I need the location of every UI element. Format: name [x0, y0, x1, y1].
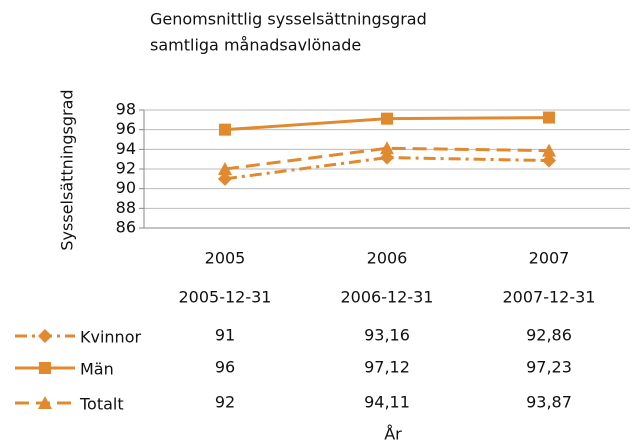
y-tick-label: 90	[116, 178, 136, 197]
y-tick-label: 86	[116, 218, 136, 237]
x-tick-label: 2007	[529, 249, 570, 268]
series-line	[224, 146, 550, 171]
legend-label: Män	[80, 360, 114, 379]
legend-marker	[39, 362, 51, 374]
marker	[219, 123, 231, 136]
table-value: 94,11	[364, 393, 410, 412]
marker	[542, 143, 556, 157]
y-tick-label: 94	[116, 139, 136, 158]
marker	[381, 112, 393, 125]
table-value: 96	[215, 358, 235, 377]
marker	[543, 111, 555, 124]
y-axis-label: Sysselsättningsgrad	[58, 89, 77, 250]
marker	[218, 171, 232, 186]
table-header: 2005-12-31	[179, 288, 272, 307]
table-value: 93,16	[364, 326, 410, 345]
table-value: 97,23	[526, 358, 572, 377]
series-line	[224, 156, 550, 181]
table-value: 97,12	[364, 358, 410, 377]
x-tick-label: 2006	[367, 249, 408, 268]
y-tick-label: 92	[116, 159, 136, 178]
x-tick-label: 2005	[205, 249, 246, 268]
legend-label: Totalt	[79, 395, 124, 414]
legend-marker	[38, 329, 52, 343]
x-axis-label: År	[384, 425, 402, 444]
legend-label: Kvinnor	[80, 328, 141, 347]
y-tick-label: 98	[116, 100, 136, 119]
table-header: 2007-12-31	[503, 288, 596, 307]
y-tick-label: 96	[116, 119, 136, 138]
legend-marker	[38, 396, 52, 409]
marker	[380, 141, 394, 155]
table-header: 2006-12-31	[341, 288, 434, 307]
chart-title: Genomsnittlig sysselsättningsgrad	[150, 10, 427, 29]
table-value: 92	[215, 393, 235, 412]
marker	[542, 153, 556, 168]
table-value: 92,86	[526, 326, 572, 345]
marker	[218, 162, 232, 175]
table-value: 91	[215, 326, 235, 345]
table-value: 93,87	[526, 393, 572, 412]
chart-title: samtliga månadsavlönade	[150, 36, 361, 55]
y-tick-label: 88	[116, 198, 136, 217]
